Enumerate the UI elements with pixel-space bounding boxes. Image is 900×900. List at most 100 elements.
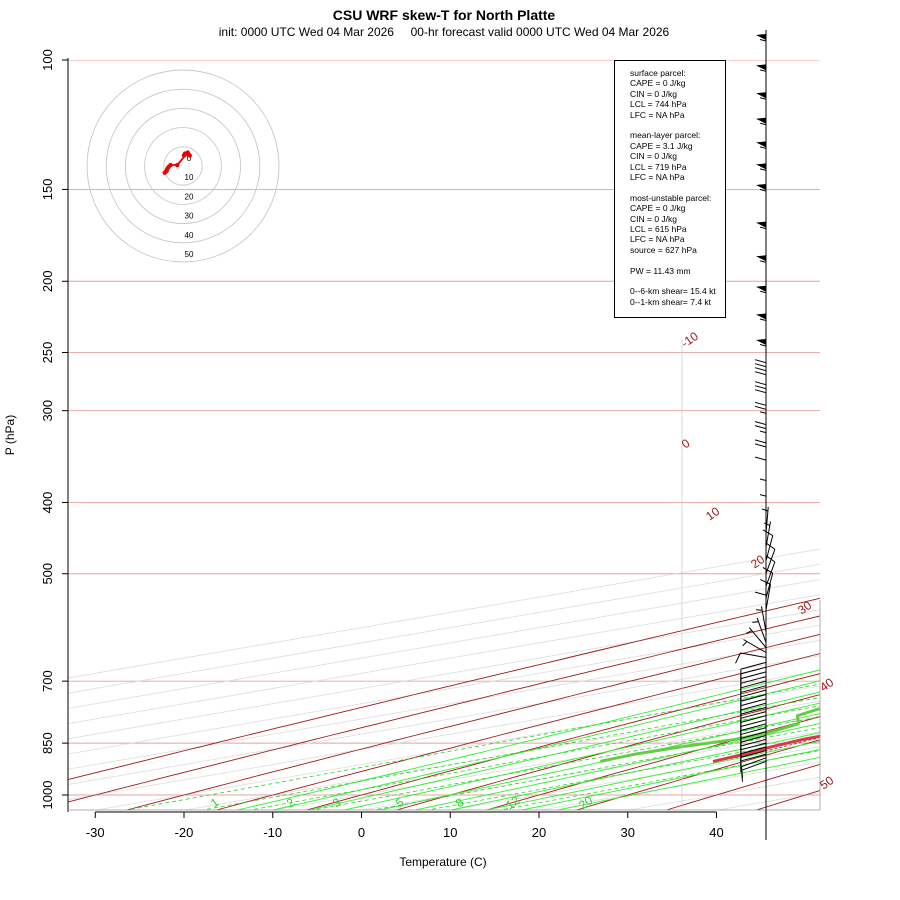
moist-adiabat xyxy=(342,702,820,810)
dry-adiabat xyxy=(395,694,820,810)
wind-barb xyxy=(761,506,769,533)
y-tick-label: 850 xyxy=(40,732,55,754)
wind-barb xyxy=(756,221,767,248)
info-line: source = 627 hPa xyxy=(630,244,697,255)
y-tick-label: 300 xyxy=(40,400,55,422)
parcel-info-box: surface parcel: CAPE = 0 J/kg CIN = 0 J/… xyxy=(614,60,726,318)
isotherm-line xyxy=(68,594,820,725)
info-line: LFC = NA hPa xyxy=(630,109,685,120)
info-line: LFC = NA hPa xyxy=(630,172,685,183)
wind-barb xyxy=(754,381,767,411)
isotherm-line xyxy=(68,548,820,679)
mixing-ratio-line xyxy=(371,727,820,810)
y-tick-label: 150 xyxy=(40,179,55,201)
moist-adiabat xyxy=(484,740,820,810)
dry-adiabat-label: 0 xyxy=(679,436,693,451)
hodograph-point xyxy=(175,162,180,168)
wind-barb xyxy=(762,529,774,561)
wind-barb xyxy=(752,617,767,643)
wind-barb xyxy=(756,339,767,365)
wind-barb xyxy=(756,285,767,312)
hodograph-ring-label: 50 xyxy=(185,250,194,259)
mixing-ratio-line xyxy=(310,716,820,810)
wind-barb xyxy=(756,92,767,119)
info-line: CIN = 0 J/kg xyxy=(630,151,678,162)
x-tick-label: 10 xyxy=(443,825,457,840)
x-tick-label: -10 xyxy=(263,825,282,840)
wind-barb xyxy=(746,627,767,648)
info-line: CAPE = 0 J/kg xyxy=(630,203,686,214)
hodograph-ring-label: 0 xyxy=(187,154,192,163)
dry-adiabat-label: 10 xyxy=(703,504,722,523)
wind-barb xyxy=(755,606,767,632)
wind-barb xyxy=(735,652,767,664)
wind-barb xyxy=(756,184,767,210)
y-axis-label: P (hPa) xyxy=(3,415,17,455)
moist-adiabat xyxy=(271,680,820,810)
y-tick-label: 250 xyxy=(40,342,55,364)
precipitable-water: PW = 11.43 mm xyxy=(630,265,691,276)
most-unstable-parcel-block: most-unstable parcel: CAPE = 0 J/kg CIN … xyxy=(630,193,725,255)
moist-adiabat xyxy=(448,732,820,810)
isotherm-line xyxy=(68,639,820,770)
isotherm-line xyxy=(68,563,820,694)
dry-adiabat xyxy=(845,60,900,811)
dry-adiabat xyxy=(215,653,820,810)
wind-barb xyxy=(756,64,767,91)
x-tick-label: 0 xyxy=(358,825,365,840)
wind-barb xyxy=(756,313,767,340)
x-tick-label: 20 xyxy=(532,825,546,840)
info-line: surface parcel: xyxy=(630,68,686,78)
wind-barb xyxy=(754,439,767,469)
isotherm-line xyxy=(68,579,820,709)
shear-block: 0--6-km shear= 15.4 kt 0--1-km shear= 7.… xyxy=(630,286,725,307)
isotherm-line xyxy=(68,670,820,801)
y-tick-label: 700 xyxy=(40,670,55,692)
dry-adiabat xyxy=(755,790,820,810)
mixing-ratio-line xyxy=(124,683,820,810)
x-tick-label: -30 xyxy=(86,825,105,840)
hodograph-ring xyxy=(124,107,242,225)
isotherm-line xyxy=(68,609,820,740)
hodograph-ring xyxy=(163,146,203,186)
isotherm-line xyxy=(68,624,820,755)
wind-barb xyxy=(756,34,767,60)
y-tick-label: 400 xyxy=(40,492,55,514)
hodograph-ring-label: 40 xyxy=(185,231,194,240)
y-tick-label: 1000 xyxy=(40,781,55,810)
dry-adiabat xyxy=(125,633,820,810)
wind-barb xyxy=(759,578,772,610)
y-tick-label: 500 xyxy=(40,563,55,585)
wind-barb xyxy=(756,141,767,168)
wind-barb xyxy=(759,492,767,519)
surface-parcel-block: surface parcel: CAPE = 0 J/kg CIN = 0 J/… xyxy=(630,68,725,120)
wind-barb xyxy=(740,661,767,681)
hodograph-ring-label: 30 xyxy=(185,212,194,221)
info-line: mean-layer parcel: xyxy=(630,130,701,141)
chart-subtitle: init: 0000 UTC Wed 04 Mar 2026 00-hr for… xyxy=(218,25,670,39)
moist-adiabat xyxy=(235,669,820,810)
hodograph-point xyxy=(186,152,191,157)
x-tick-label: 40 xyxy=(709,825,723,840)
wind-barb xyxy=(759,476,767,503)
info-line: CIN = 0 J/kg xyxy=(630,213,678,224)
info-line: 0--6-km shear= 15.4 kt xyxy=(630,286,716,297)
info-line: LCL = 744 hPa xyxy=(630,99,687,110)
dry-adiabat xyxy=(68,597,820,781)
wind-barb xyxy=(756,255,767,282)
info-line: LFC = NA hPa xyxy=(630,234,685,245)
hodograph-ring xyxy=(105,88,261,244)
wind-barb xyxy=(754,591,767,622)
x-tick-label: -20 xyxy=(175,825,194,840)
hodograph-ring xyxy=(144,127,222,205)
hodograph-ring-label: 10 xyxy=(185,173,194,182)
x-axis-label: Temperature (C) xyxy=(399,855,486,869)
hodograph-point xyxy=(168,162,173,168)
y-tick-label: 200 xyxy=(40,270,55,292)
info-line: 0--1-km shear= 7.4 kt xyxy=(630,296,712,307)
dry-adiabat-label: 30 xyxy=(795,598,814,617)
moist-adiabat xyxy=(555,756,820,810)
mean-layer-parcel-block: mean-layer parcel: CAPE = 3.1 J/kg CIN =… xyxy=(630,130,725,182)
moist-adiabat xyxy=(377,713,820,810)
